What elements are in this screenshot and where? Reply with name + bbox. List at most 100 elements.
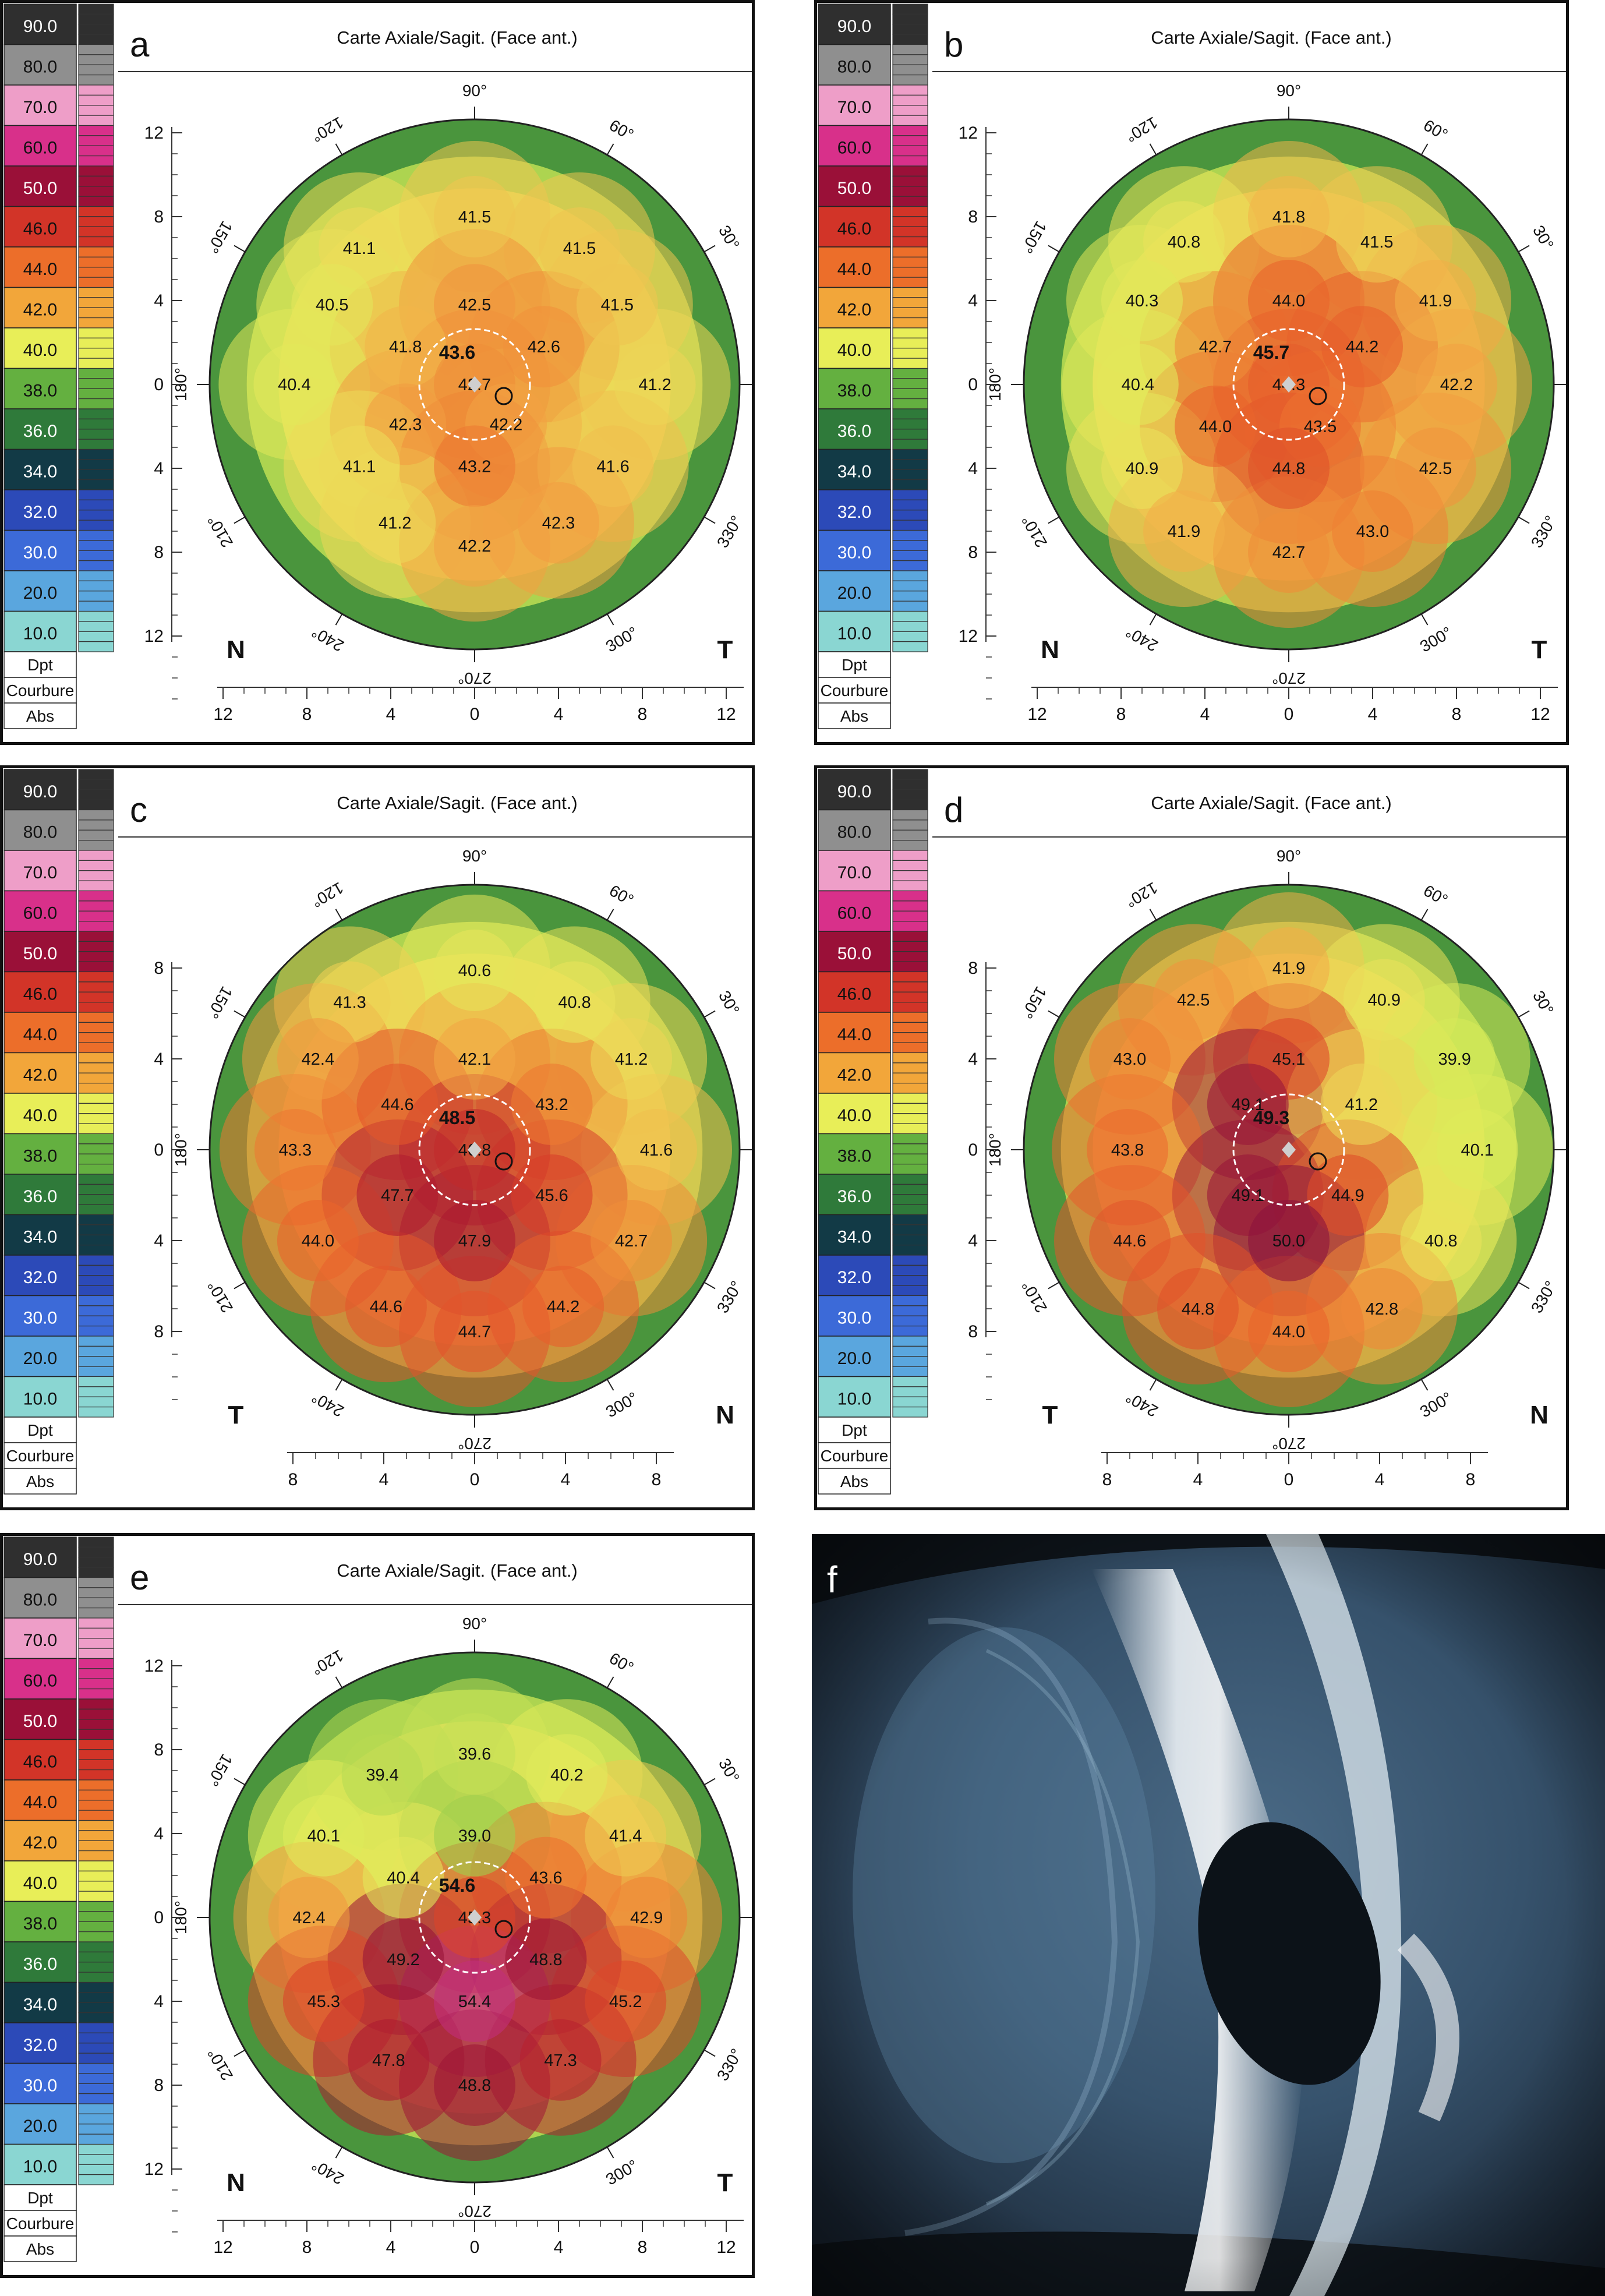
power-core (1395, 260, 1476, 341)
legend-value: 10.0 (837, 624, 871, 644)
legend-substep (78, 900, 114, 912)
legend-substep (78, 2022, 114, 2033)
map-title: Carte Axiale/Sagit. (Face ant.) (337, 793, 578, 813)
angle-label: 210° (204, 1277, 236, 1316)
legend-substep (78, 779, 114, 790)
legend-substep (892, 277, 928, 288)
legend-value: 60.0 (23, 904, 57, 923)
legend-substep (78, 24, 114, 35)
y-tick-label: 4 (968, 459, 978, 478)
legend-swatch (3, 1536, 77, 1578)
angle-label: 330° (713, 513, 746, 551)
power-core (268, 1877, 350, 1958)
legend-substep (892, 910, 928, 922)
angle-tick (703, 1010, 716, 1018)
legend-substep (78, 961, 114, 973)
legend-value: 38.0 (23, 1914, 57, 1934)
legend-footer-cell (3, 1468, 77, 1495)
power-value: 44.2 (547, 1298, 579, 1316)
legend-footer-cell (818, 677, 891, 704)
legend-value: 70.0 (23, 98, 57, 117)
legend-substep (78, 2164, 114, 2175)
x-tick-label: 4 (1193, 1470, 1203, 1489)
power-core (434, 425, 515, 507)
legend-substep (78, 479, 114, 490)
power-value: 41.2 (379, 514, 411, 533)
legend-substep (892, 1022, 928, 1033)
legend-substep (78, 1830, 114, 1841)
angle-tick (234, 1281, 246, 1290)
legend-substep (78, 1396, 114, 1408)
slit-lamp-photo: f (812, 1534, 1605, 2296)
angle-tick (234, 2049, 246, 2057)
angle-tick (335, 1676, 343, 1689)
legend-substep (78, 1326, 114, 1337)
power-core (282, 1961, 365, 2042)
power-value: 44.7 (458, 1323, 491, 1341)
legend-swatch (3, 1739, 77, 1781)
angle-tick (335, 613, 343, 626)
legend-substep (78, 1567, 114, 1578)
legend-substep (892, 44, 928, 55)
color-scale-legend: 90.0 80.0 70.0 60.0 50.0 46.0 44.0 42.0 40.0 38.0… (3, 769, 114, 1495)
power-core (576, 264, 658, 346)
legend-substep (892, 125, 928, 136)
legend-substep (78, 1345, 114, 1357)
power-core (591, 1200, 673, 1281)
legend-substep (892, 820, 928, 831)
legend-value: 38.0 (23, 382, 57, 401)
legend-substep (892, 418, 928, 430)
legend-swatch (3, 1820, 77, 1861)
power-core (1143, 490, 1225, 572)
legend-value: 34.0 (837, 462, 871, 482)
power-value: 40.2 (550, 1766, 583, 1785)
legend-substep (78, 1113, 114, 1124)
power-core (434, 929, 515, 1011)
x-tick-label: 8 (638, 2238, 648, 2257)
x-tick-label: 8 (638, 705, 648, 724)
legend-footer-label: Abs (840, 1472, 868, 1490)
power-value: 47.7 (381, 1186, 413, 1205)
legend-value: 20.0 (23, 1349, 57, 1368)
power-value: 47.9 (458, 1232, 491, 1251)
legend-substep (892, 610, 928, 622)
legend-substep (78, 1911, 114, 1922)
slit-lamp-image: f (812, 1534, 1605, 2296)
legend-substep (892, 789, 928, 800)
power-core (1207, 1064, 1289, 1145)
legend-substep (78, 1658, 114, 1669)
legend-substep (892, 880, 928, 892)
angle-label: 240° (1123, 623, 1161, 655)
legend-substep (78, 1668, 114, 1679)
angle-tick (1420, 909, 1429, 921)
legend-value: 50.0 (23, 944, 57, 963)
legend-swatch (3, 1336, 77, 1377)
legend-substep (892, 94, 928, 106)
legend-value: 44.0 (837, 260, 871, 279)
y-tick-label: 4 (968, 1050, 978, 1069)
power-value: 41.9 (1419, 292, 1452, 310)
x-tick-label: 0 (470, 2238, 480, 2257)
pupil-center-marker (494, 1152, 513, 1171)
legend-value: 46.0 (23, 1753, 57, 1772)
legend-value: 60.0 (837, 139, 871, 158)
power-value: 49.1 (1232, 1096, 1264, 1114)
legend-substep (78, 429, 114, 440)
angle-tick (606, 2146, 614, 2159)
power-value: 44.9 (1331, 1186, 1364, 1205)
power-core (291, 264, 373, 346)
legend-substep (78, 1719, 114, 1730)
power-value: 42.7 (1199, 338, 1232, 356)
legend-value: 32.0 (23, 2036, 57, 2055)
legend-substep (78, 1951, 114, 1963)
power-value: 41.6 (640, 1141, 673, 1160)
topography-map-b: 90.0 80.0 70.0 60.0 50.0 46.0 44.0 42.0 40.0 38.0… (818, 3, 1566, 729)
legend-substep (78, 1376, 114, 1387)
legend-substep (78, 529, 114, 541)
legend-value: 70.0 (837, 863, 871, 882)
central-power-value: 43.6 (439, 342, 475, 363)
angle-label: 150° (203, 218, 236, 256)
power-core (1416, 344, 1497, 425)
angle-tick (1149, 1379, 1157, 1391)
y-axis: 12 8 4 0 4 8 12 (959, 123, 996, 700)
